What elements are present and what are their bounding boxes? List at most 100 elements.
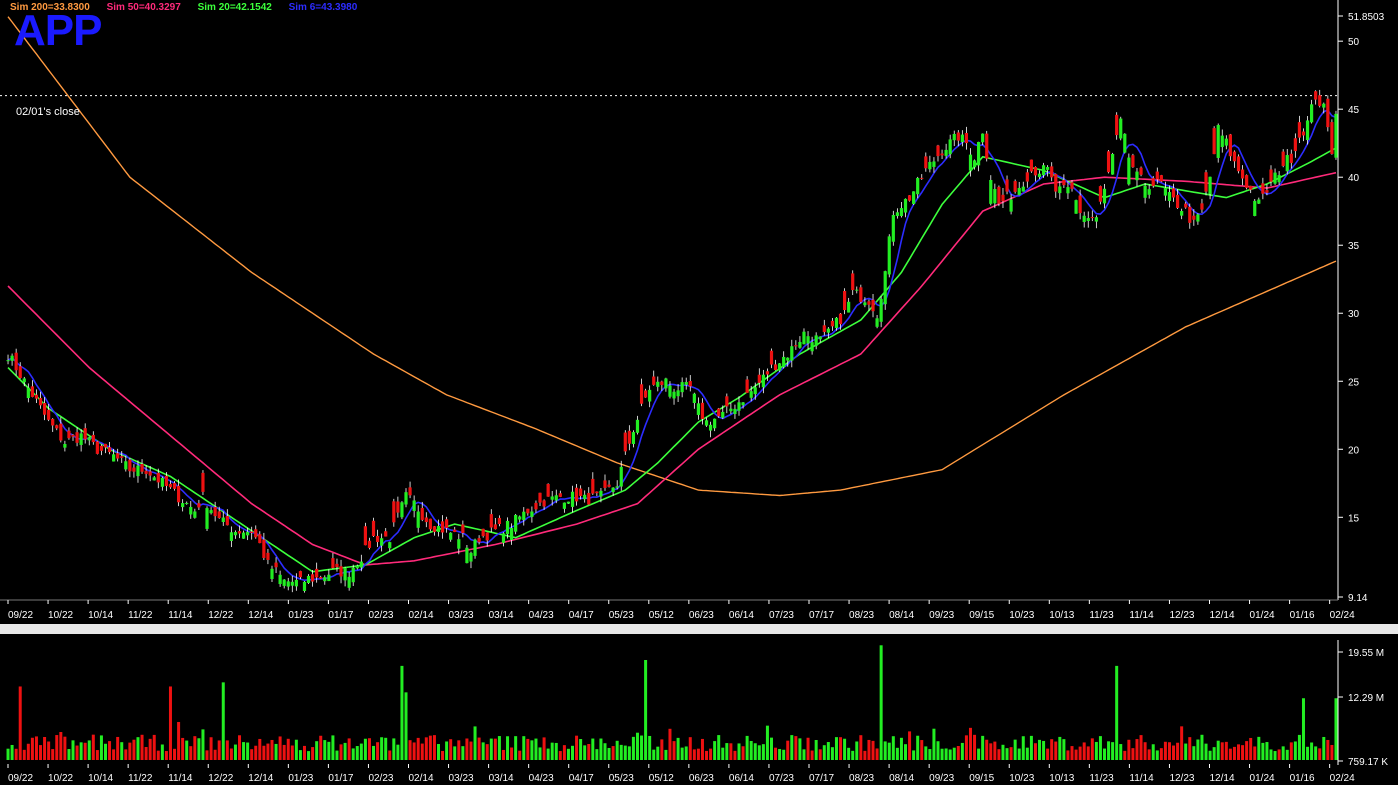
date-tick-label: 09/15 — [969, 610, 994, 621]
candle — [530, 506, 534, 523]
candle — [940, 149, 944, 160]
volume-bar — [534, 738, 538, 760]
legend-sim6: Sim 6=43.3980 — [288, 2, 358, 13]
volume-bar — [396, 744, 400, 760]
candle — [34, 389, 39, 404]
volume-bar — [26, 743, 30, 760]
volume-bar — [331, 735, 335, 760]
volume-bar — [1058, 736, 1062, 760]
volume-bar — [680, 747, 684, 760]
date-tick-label: 02/24 — [1330, 610, 1355, 621]
candle — [327, 569, 331, 582]
volume-bar — [319, 735, 323, 760]
volume-bar — [1074, 749, 1078, 760]
volume-bar — [977, 748, 981, 760]
volume-bar — [473, 726, 477, 760]
volume-bar — [1273, 751, 1277, 760]
volume-bar — [1253, 746, 1257, 760]
date-tick-label: 02/24 — [1330, 773, 1355, 784]
candle — [753, 382, 757, 400]
candle — [1086, 211, 1090, 228]
volume-bar — [1289, 742, 1293, 760]
candle — [246, 527, 250, 541]
candle — [773, 359, 778, 371]
volume-bar — [993, 741, 997, 760]
volume-bar — [623, 745, 627, 760]
date-tick-label: 11/22 — [128, 610, 153, 621]
candle — [583, 490, 587, 503]
date-tick-label: 11/14 — [168, 773, 193, 784]
candle — [209, 507, 213, 515]
volume-bar — [307, 751, 311, 760]
candle — [416, 505, 420, 533]
date-tick-label: 10/13 — [1049, 610, 1074, 621]
volume-bar — [887, 742, 891, 760]
candle — [1310, 99, 1314, 124]
candle — [1111, 152, 1115, 175]
candle — [912, 191, 916, 205]
volume-bar — [1249, 737, 1253, 760]
date-tick-label: 06/14 — [729, 610, 754, 621]
candle — [623, 430, 627, 455]
volume-bar — [91, 734, 95, 760]
candle — [449, 532, 453, 542]
volume-bar — [83, 742, 87, 760]
volume-bar — [225, 740, 229, 760]
candle — [315, 562, 319, 583]
candle — [363, 522, 367, 546]
volume-bar — [213, 749, 217, 760]
volume-bar — [664, 749, 668, 760]
date-tick-label: 10/14 — [88, 610, 113, 621]
volume-bar — [412, 742, 416, 760]
volume-bar — [189, 746, 193, 760]
date-tick-label: 03/14 — [489, 610, 514, 621]
date-tick-label: 06/23 — [689, 610, 714, 621]
volume-bar — [416, 737, 420, 760]
volume-bar — [932, 728, 936, 760]
close-reference-label: 02/01's close — [16, 106, 80, 118]
volume-bar — [404, 692, 408, 760]
volume-axis: 19.55 M 12.29 M 759.17 K — [1338, 648, 1388, 768]
candle — [185, 501, 189, 505]
volume-bar — [526, 738, 530, 760]
date-tick-label: 12/23 — [1169, 610, 1194, 621]
candle — [1115, 112, 1119, 140]
candle — [952, 130, 956, 147]
candle — [522, 507, 526, 526]
volume-bar — [1265, 742, 1269, 760]
candle — [1285, 148, 1289, 175]
candle — [1151, 176, 1155, 188]
candle — [501, 532, 506, 547]
indicator-legend: Sim 200=33.8300 Sim 50=40.3297 Sim 20=42… — [10, 2, 371, 13]
volume-bar — [1127, 739, 1131, 760]
candle — [1171, 183, 1176, 202]
candle — [302, 581, 307, 593]
volume-bar — [1245, 741, 1249, 760]
volume-bar — [607, 747, 611, 760]
candle — [339, 559, 343, 584]
volume-bar — [1196, 739, 1200, 760]
volume-bar — [197, 738, 201, 760]
candle — [1301, 128, 1306, 142]
volume-bar — [1005, 748, 1009, 760]
volume-bar — [274, 743, 278, 760]
candle — [1322, 102, 1326, 114]
volume-bar — [904, 744, 908, 760]
volume-bar — [343, 742, 347, 760]
volume-bar — [1042, 740, 1046, 760]
candle — [859, 284, 863, 304]
date-tick-label: 11/22 — [128, 773, 153, 784]
date-tick-label: 05/23 — [609, 773, 634, 784]
volume-bar — [359, 743, 363, 760]
date-tick-label: 12/22 — [208, 610, 233, 621]
volume-bar — [286, 738, 290, 760]
candle — [1192, 209, 1196, 226]
volume-bar — [217, 740, 221, 760]
volume-bar — [294, 739, 298, 760]
volume-tick-label: 759.17 K — [1348, 757, 1388, 768]
volume-bar — [144, 747, 148, 760]
candle — [1249, 185, 1253, 194]
volume-bar — [323, 740, 327, 760]
volume-bar — [79, 742, 83, 760]
